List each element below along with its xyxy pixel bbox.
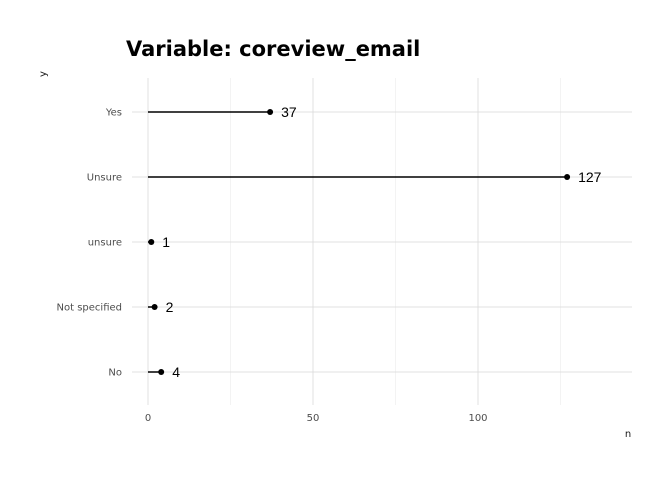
- data-label: 127: [578, 169, 602, 185]
- data-label: 37: [281, 104, 297, 120]
- lollipop-point: [158, 369, 165, 375]
- chart-title: Variable: coreview_email: [126, 37, 420, 61]
- x-tick-label: 0: [145, 413, 151, 424]
- x-tick-labels: 0 50 100: [145, 413, 488, 424]
- lollipop-marks: 37 127 1 2 4: [148, 104, 602, 380]
- y-tick-label: Unsure: [87, 173, 122, 184]
- data-label: 2: [166, 299, 174, 315]
- y-axis-title: y: [38, 71, 49, 77]
- y-tick-label: No: [108, 368, 122, 379]
- data-label: 1: [162, 234, 170, 250]
- lollipop-point: [267, 109, 274, 115]
- lollipop-point: [151, 304, 158, 310]
- lollipop-point: [564, 174, 571, 180]
- x-axis-title: n: [625, 429, 631, 440]
- data-label: 4: [172, 364, 180, 380]
- x-tick-label: 100: [468, 413, 487, 424]
- lollipop-point: [148, 239, 155, 245]
- y-tick-label: Yes: [105, 108, 122, 119]
- grid-lines: [132, 78, 632, 405]
- y-tick-label: unsure: [88, 238, 122, 249]
- x-tick-label: 50: [307, 413, 320, 424]
- y-tick-labels: Yes Unsure unsure Not specified No: [57, 108, 122, 379]
- y-tick-label: Not specified: [57, 303, 122, 314]
